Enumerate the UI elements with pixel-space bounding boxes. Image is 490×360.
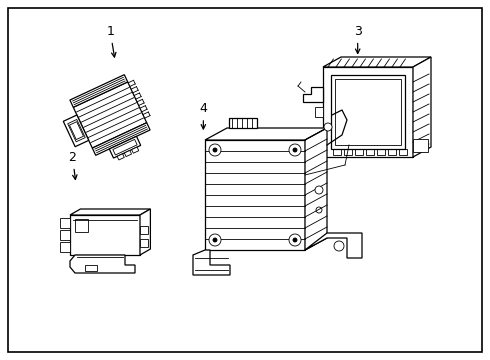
- Circle shape: [334, 241, 344, 251]
- Polygon shape: [413, 57, 431, 157]
- Polygon shape: [413, 139, 428, 152]
- Polygon shape: [229, 118, 257, 128]
- Polygon shape: [305, 233, 362, 258]
- Polygon shape: [315, 107, 323, 117]
- Polygon shape: [60, 218, 70, 228]
- Polygon shape: [140, 239, 148, 247]
- Polygon shape: [60, 242, 70, 252]
- Polygon shape: [124, 150, 131, 157]
- Circle shape: [293, 238, 297, 242]
- Text: 3: 3: [354, 25, 362, 53]
- Polygon shape: [323, 57, 431, 67]
- Polygon shape: [323, 67, 413, 157]
- Polygon shape: [303, 87, 323, 102]
- Polygon shape: [70, 209, 150, 215]
- Circle shape: [324, 123, 332, 131]
- Polygon shape: [60, 230, 70, 240]
- Circle shape: [315, 186, 323, 194]
- Polygon shape: [70, 75, 128, 107]
- Polygon shape: [109, 136, 141, 158]
- Polygon shape: [132, 147, 139, 153]
- Polygon shape: [70, 255, 135, 273]
- Polygon shape: [205, 140, 305, 250]
- Circle shape: [289, 234, 301, 246]
- Circle shape: [293, 148, 297, 152]
- Polygon shape: [92, 123, 150, 155]
- Polygon shape: [117, 154, 124, 160]
- Polygon shape: [63, 115, 89, 147]
- Polygon shape: [205, 128, 327, 140]
- Circle shape: [209, 144, 221, 156]
- Polygon shape: [140, 209, 150, 255]
- Circle shape: [209, 234, 221, 246]
- Circle shape: [213, 238, 217, 242]
- Polygon shape: [70, 215, 140, 255]
- Polygon shape: [305, 128, 327, 250]
- Text: 4: 4: [199, 102, 207, 129]
- Text: 2: 2: [69, 151, 77, 179]
- Circle shape: [289, 144, 301, 156]
- Polygon shape: [193, 250, 230, 275]
- Polygon shape: [74, 82, 147, 148]
- Circle shape: [213, 148, 217, 152]
- Text: 1: 1: [106, 25, 116, 57]
- Polygon shape: [140, 226, 148, 234]
